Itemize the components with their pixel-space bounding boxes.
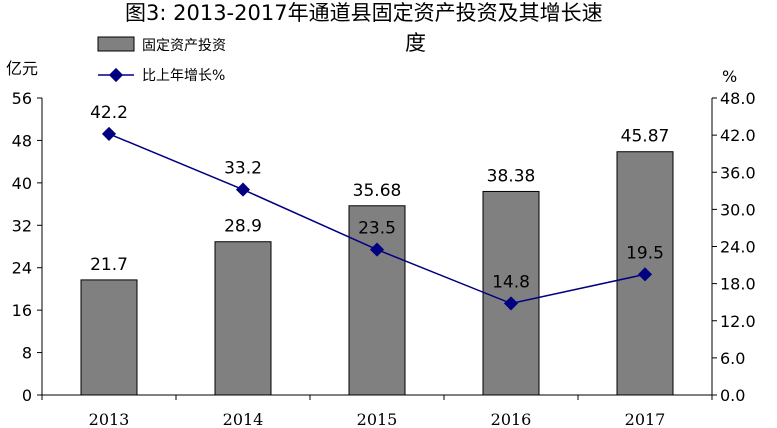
data-labels: 21.7 28.9 35.68 38.38 45.87 42.2 33.2 23.5 14.8 1… [90, 103, 669, 293]
left-tick-label: 0 [22, 386, 32, 405]
bar [80, 279, 138, 396]
right-tick-label: 0.0 [720, 386, 745, 405]
left-tick-label: 24 [12, 259, 32, 278]
right-axis-label: % [722, 67, 737, 86]
bars [80, 151, 674, 396]
legend-label-line: 比上年增长% [142, 68, 225, 84]
title-line-2: 度 [405, 31, 426, 55]
bar-value-label: 21.7 [90, 255, 128, 275]
bar-value-label: 35.68 [353, 181, 402, 201]
line-value-label: 23.5 [358, 219, 396, 239]
left-axis-label: 亿元 [6, 59, 38, 78]
bar-value-label: 28.9 [224, 217, 262, 237]
line-point [235, 182, 251, 197]
left-tick-label: 48 [12, 131, 32, 150]
right-tick-label: 48.0 [720, 89, 756, 108]
left-tick-label: 8 [22, 344, 32, 363]
legend-marker [108, 67, 124, 83]
x-tick-label: 2016 [491, 410, 532, 428]
right-tick-label: 6.0 [720, 349, 745, 368]
line-point [369, 242, 385, 257]
bar [214, 241, 272, 396]
right-tick-label: 24.0 [720, 238, 756, 257]
line-value-label: 14.8 [492, 272, 530, 292]
x-tick-label: 2015 [357, 410, 398, 428]
right-tick-label: 30.0 [720, 200, 756, 219]
line-value-label: 19.5 [626, 243, 664, 263]
legend-label-bar: 固定资产投资 [142, 38, 226, 54]
title-line-1: 图3: 2013-2017年通道县固定资产投资及其增长速 [125, 1, 603, 25]
x-tick-label: 2017 [625, 410, 666, 428]
left-tick-label: 56 [12, 89, 32, 108]
bar [348, 205, 406, 396]
line-value-label: 42.2 [90, 103, 128, 123]
axes: 0 8 16 24 32 40 48 56 0.0 6.0 12.0 18.0 24.0 30.0 36.0… [12, 89, 756, 428]
bar-value-label: 45.87 [621, 127, 670, 147]
line-point [101, 126, 117, 141]
line-point [503, 296, 519, 311]
x-tick-label: 2013 [89, 410, 130, 428]
legend-swatch-bar [97, 36, 135, 52]
left-tick-label: 32 [12, 216, 32, 235]
bar-value-label: 38.38 [487, 166, 536, 186]
x-tick-label: 2014 [223, 410, 264, 428]
line-point [637, 267, 653, 282]
right-tick-label: 18.0 [720, 275, 756, 294]
line-value-label: 33.2 [224, 159, 262, 179]
left-tick-label: 40 [12, 174, 32, 193]
right-tick-label: 42.0 [720, 126, 756, 145]
left-tick-label: 16 [12, 301, 32, 320]
right-tick-label: 12.0 [720, 312, 756, 331]
right-tick-label: 36.0 [720, 163, 756, 182]
bar [482, 190, 540, 396]
